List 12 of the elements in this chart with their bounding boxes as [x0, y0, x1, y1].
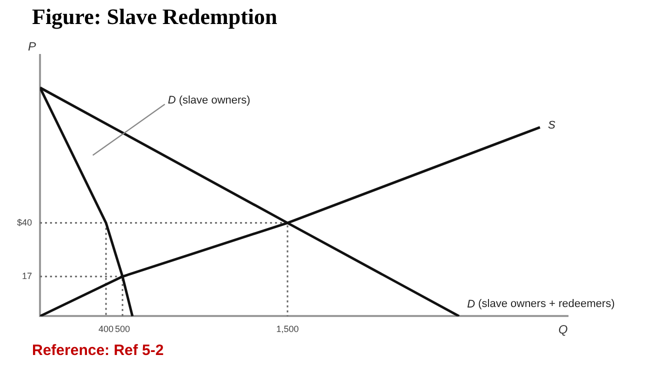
- x-axis-title: Q: [558, 322, 568, 337]
- chart-title: Figure: Slave Redemption: [32, 4, 278, 30]
- text: Reference: Ref 5-2: [32, 342, 164, 359]
- x-tick-label: 500: [115, 324, 130, 334]
- y-tick-label: $40: [16, 217, 32, 228]
- y-tick-label: 17: [22, 271, 32, 282]
- x-tick-label: 1,500: [276, 324, 299, 334]
- text: D (slave owners): [168, 94, 250, 106]
- y-axis-title: P: [28, 39, 36, 54]
- series-label: S: [548, 119, 556, 132]
- series-label: D (slave owners + redeemers): [467, 298, 615, 310]
- x-tick-label: 400: [98, 324, 114, 334]
